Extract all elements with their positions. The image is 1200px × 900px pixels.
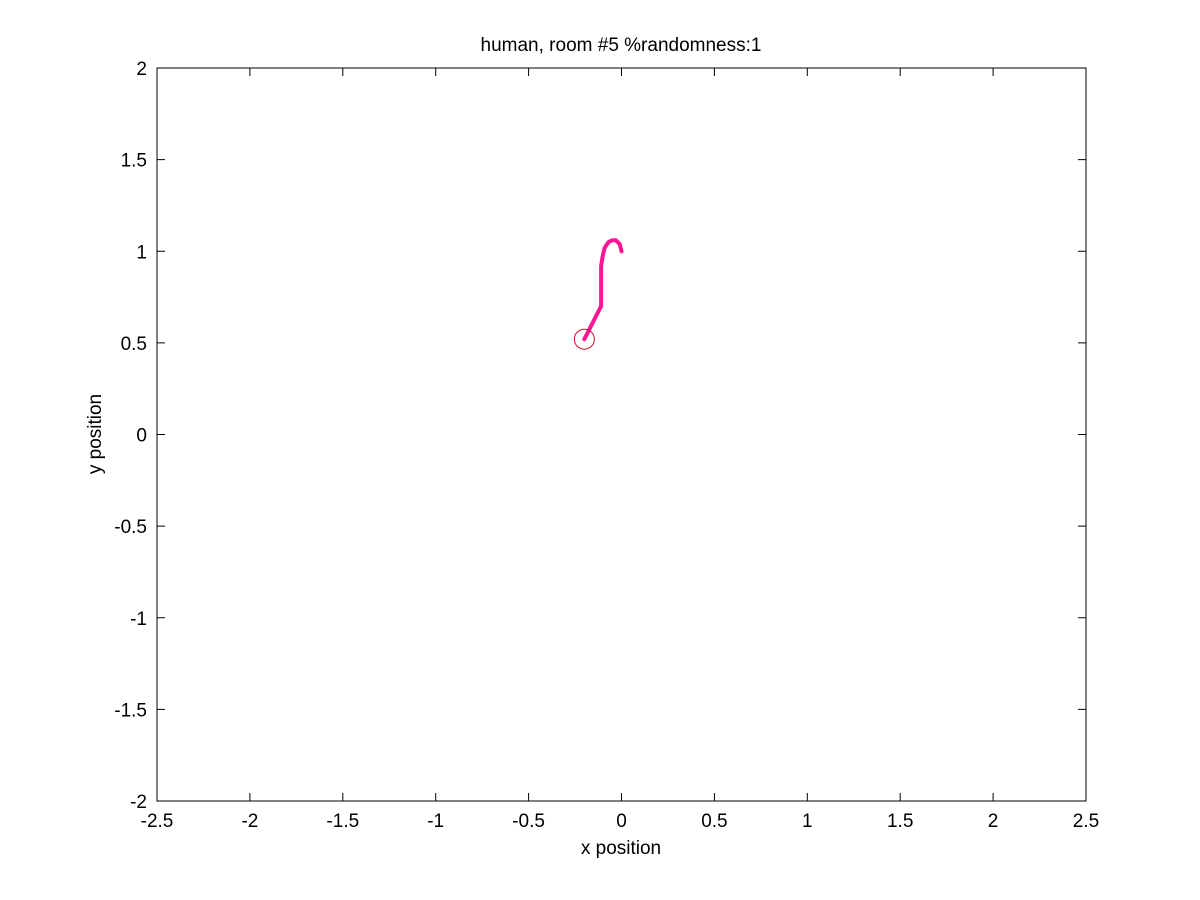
y-tick-label: 2 [136, 59, 147, 80]
y-tick-label: 1.5 [121, 151, 147, 172]
axis-tick-labels: -2.5 -2 -1.5 -1 -0.5 0 0.5 1 1.5 2 2.5-2-1.5-1-0.5… [114, 59, 1099, 832]
y-axis-label: y position [85, 394, 106, 474]
y-tick-label: -0.5 [114, 517, 147, 538]
x-tick-label: 1 [802, 811, 813, 832]
axis-ticks [156, 67, 1087, 802]
chart-title: human, room #5 %randomness:1 [481, 35, 762, 56]
x-tick-label: -0.5 [512, 811, 545, 832]
trajectory-line [582, 238, 624, 342]
x-tick-label: 2.5 [1073, 811, 1099, 832]
y-tick-label: 1 [136, 242, 147, 263]
y-tick-label: 0.5 [121, 334, 147, 355]
series-layer [573, 238, 624, 350]
x-tick-label: 0.5 [701, 811, 727, 832]
y-tick-label: 0 [136, 426, 147, 447]
x-tick-label: -2.5 [141, 811, 174, 832]
y-tick-label: -1 [130, 609, 147, 630]
x-tick-label: -1.5 [326, 811, 359, 832]
x-tick-label: -2 [241, 811, 258, 832]
x-tick-label: 2 [988, 811, 999, 832]
x-tick-label: 1.5 [887, 811, 913, 832]
start-marker-circle [573, 328, 595, 350]
y-tick-label: -2 [130, 792, 147, 813]
x-tick-label: 0 [616, 811, 627, 832]
y-tick-label: -1.5 [114, 700, 147, 721]
x-tick-label: -1 [427, 811, 444, 832]
x-axis-label: x position [581, 838, 661, 859]
plot-area [156, 67, 1087, 802]
